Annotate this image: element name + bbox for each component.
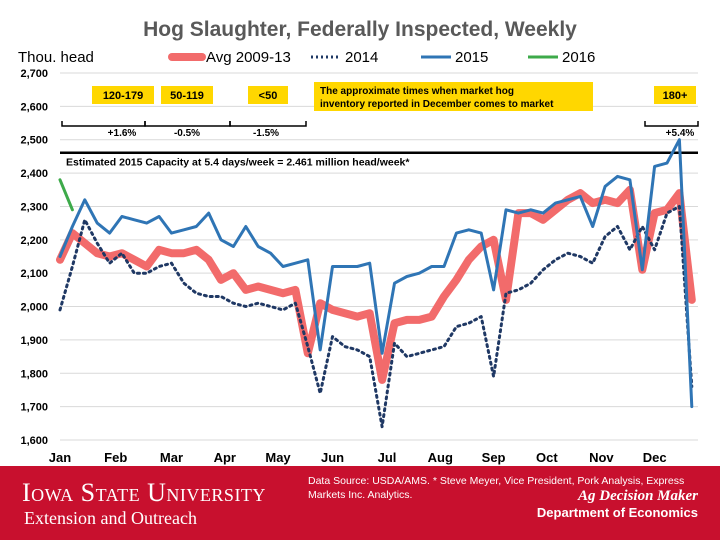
series-line-avg-2009-13	[56, 185, 696, 384]
y-tick-label-3: 1,900	[20, 335, 48, 347]
chart-title: Hog Slaughter, Federally Inspected, Week…	[143, 18, 577, 41]
weight-box-label-2: <50	[259, 90, 278, 102]
x-tick-label-7: Aug	[428, 450, 453, 465]
x-tick-label-0: Jan	[49, 450, 71, 465]
weight-box-2	[248, 86, 288, 104]
x-tick-label-5: Jun	[321, 450, 344, 465]
series-line-2014	[58, 205, 694, 429]
change-label-2: -1.5%	[253, 128, 279, 139]
x-tick-label-9: Oct	[536, 450, 558, 465]
y-tick-label-6: 2,200	[20, 235, 48, 247]
y-tick-label-7: 2,300	[20, 201, 48, 213]
capacity-label: Estimated 2015 Capacity at 5.4 days/week…	[66, 157, 410, 169]
change-label-1: -0.5%	[174, 128, 200, 139]
x-tick-label-6: Jul	[378, 450, 397, 465]
legend-label-1: 2014	[345, 49, 378, 66]
note-box	[314, 82, 593, 111]
bracket-3	[644, 121, 699, 127]
y-axis-label: Thou. head	[18, 49, 94, 66]
weight-box-0	[92, 86, 154, 104]
weight-box-1	[161, 86, 213, 104]
y-tick-label-1: 1,700	[20, 402, 48, 414]
y-tick-label-9: 2,500	[20, 135, 48, 147]
x-tick-label-4: May	[265, 450, 291, 465]
x-tick-label-11: Dec	[643, 450, 667, 465]
series-line-2015	[58, 138, 694, 409]
note-line-2: inventory reported in December comes to …	[320, 99, 554, 110]
x-tick-label-1: Feb	[104, 450, 127, 465]
extension-outreach: Extension and Outreach	[24, 508, 197, 528]
bracket-1	[144, 121, 231, 127]
legend-label-2: 2015	[455, 49, 488, 66]
bracket-2	[229, 121, 307, 127]
weight-box-label-0: 120-179	[103, 90, 143, 102]
x-tick-label-10: Nov	[589, 450, 614, 465]
y-tick-label-5: 2,100	[20, 268, 48, 280]
footer-banner: Iowa State University Extension and Outr…	[0, 466, 720, 540]
chart-area: Hog Slaughter, Federally Inspected, Week…	[18, 18, 699, 465]
y-tick-label-11: 2,700	[20, 68, 48, 80]
y-tick-label-0: 1,600	[20, 435, 48, 447]
data-source-note: Data Source: USDA/AMS. * Steve Meyer, Vi…	[308, 475, 685, 501]
y-tick-label-8: 2,400	[20, 168, 48, 180]
department-name: Department of Economics	[536, 505, 698, 520]
legend-label-0: Avg 2009-13	[206, 49, 291, 66]
y-tick-label-10: 2,600	[20, 101, 48, 113]
bracket-0	[61, 121, 146, 127]
weight-box-label-1: 50-119	[170, 90, 204, 102]
x-tick-label-3: Apr	[214, 450, 236, 465]
change-label-0: +1.6%	[108, 128, 137, 139]
weight-box-3	[654, 86, 696, 104]
series-line-2016	[58, 178, 74, 212]
x-tick-label-2: Mar	[160, 450, 183, 465]
weight-box-label-3: 180+	[663, 90, 688, 102]
ag-decision-maker-logo: Ag Decision Maker	[578, 488, 698, 504]
change-label-3: +5.4%	[666, 128, 695, 139]
x-tick-label-8: Sep	[482, 450, 506, 465]
legend-label-3: 2016	[562, 49, 595, 66]
y-tick-label-2: 1,800	[20, 368, 48, 380]
note-line-1: The approximate times when market hog	[320, 86, 514, 97]
hog-slaughter-chart: Hog Slaughter, Federally Inspected, Week…	[18, 18, 699, 465]
y-tick-label-4: 2,000	[20, 302, 48, 314]
university-name: Iowa State University	[22, 478, 266, 507]
